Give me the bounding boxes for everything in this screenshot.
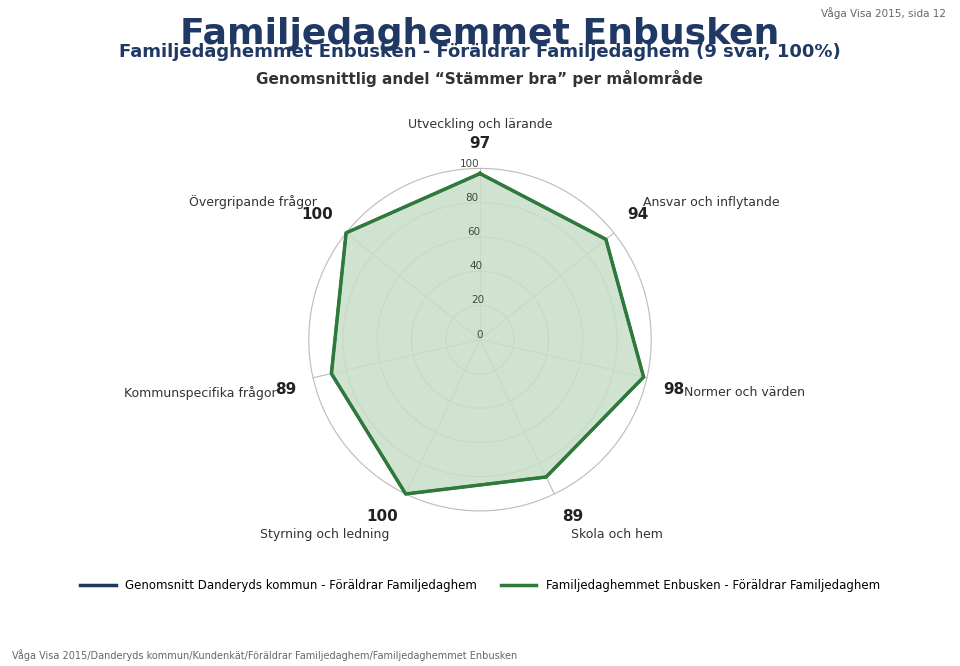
Text: Övergripande frågor: Övergripande frågor [189, 195, 317, 209]
Text: 100: 100 [367, 509, 398, 524]
Text: Styrning och ledning: Styrning och ledning [260, 528, 390, 541]
Text: 98: 98 [663, 382, 684, 396]
Polygon shape [331, 174, 643, 494]
Text: 20: 20 [471, 296, 485, 306]
Legend: Genomsnitt Danderyds kommun - Föräldrar Familjedaghem, Familjedaghemmet Enbusken: Genomsnitt Danderyds kommun - Föräldrar … [76, 574, 884, 597]
Text: Familjedaghemmet Enbusken - Föräldrar Familjedaghem (9 svar, 100%): Familjedaghemmet Enbusken - Föräldrar Fa… [119, 43, 841, 61]
Text: 60: 60 [468, 227, 480, 237]
Text: 100: 100 [301, 207, 333, 222]
Text: 0: 0 [477, 330, 483, 340]
Text: Kommunspecifika frågor: Kommunspecifika frågor [124, 386, 276, 400]
Text: 40: 40 [469, 261, 483, 271]
Text: Normer och värden: Normer och värden [684, 386, 804, 399]
Text: Ansvar och inflytande: Ansvar och inflytande [643, 196, 780, 209]
Text: 89: 89 [276, 382, 297, 396]
Text: 80: 80 [466, 193, 478, 203]
Text: Familjedaghemmet Enbusken: Familjedaghemmet Enbusken [180, 17, 780, 51]
Text: Genomsnittlig andel “Stämmer bra” per målområde: Genomsnittlig andel “Stämmer bra” per må… [256, 70, 704, 87]
Text: Våga Visa 2015, sida 12: Våga Visa 2015, sida 12 [821, 7, 946, 19]
Text: Skola och hem: Skola och hem [570, 528, 662, 541]
Text: 94: 94 [627, 207, 649, 222]
Text: Våga Visa 2015/Danderyds kommun/Kundenkät/Föräldrar Familjedaghem/Familjedaghemm: Våga Visa 2015/Danderyds kommun/Kundenkä… [12, 649, 516, 661]
Text: Utveckling och lärande: Utveckling och lärande [408, 118, 552, 131]
Text: 100: 100 [460, 159, 480, 168]
Text: 97: 97 [469, 137, 491, 151]
Text: 89: 89 [562, 509, 583, 524]
